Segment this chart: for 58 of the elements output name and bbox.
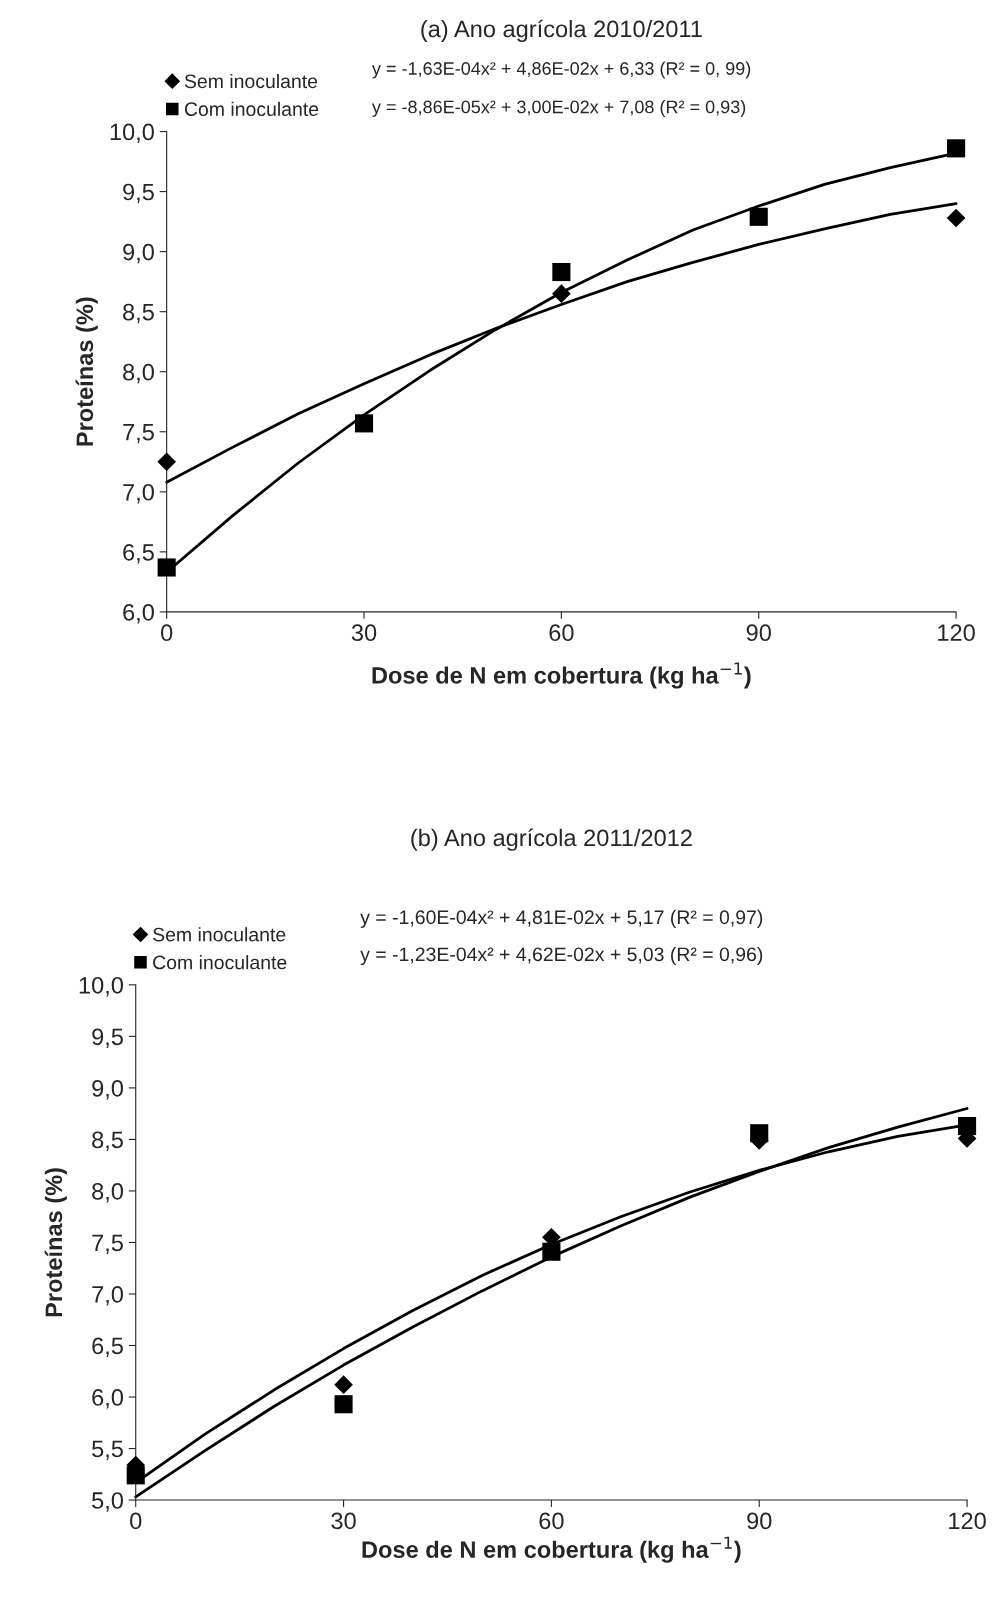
text: y = -1,23E-04x² + 4,62E-02x + 5,03 (R² = 0,96) <box>360 946 763 966</box>
y-tick-label: 5,5 <box>92 1440 123 1461</box>
x-tick-label: 90 <box>746 624 771 642</box>
y-tick-label: 6,5 <box>92 1337 123 1358</box>
y-tick-label: 6,5 <box>123 543 154 564</box>
y-tick-label: 8,5 <box>92 1131 123 1151</box>
y-tick-label: 9,0 <box>123 243 154 264</box>
point <box>958 1116 977 1136</box>
x-tick-label: 30 <box>331 1512 356 1530</box>
y-tick-label: 9,5 <box>123 183 154 204</box>
point <box>126 1466 145 1485</box>
point <box>749 207 768 226</box>
point <box>552 284 571 303</box>
point <box>552 262 571 282</box>
point <box>334 1375 353 1394</box>
text: y = -1,60E-04x² + 4,81E-02x + 5,17 (R² = 0,97) <box>360 909 763 928</box>
x-tick-label: 60 <box>539 1512 564 1530</box>
y-tick-label: 10,0 <box>79 976 123 997</box>
y-tick-label: 7,5 <box>92 1234 123 1255</box>
y-tick-label: 8,5 <box>123 303 154 324</box>
chart-title: (a) Ano agrícola 2010/2011 <box>421 19 702 42</box>
y-tick-label: 7,5 <box>123 424 154 444</box>
legend-label: Sem inoculante <box>153 927 286 942</box>
y-tick-label: 6,0 <box>92 1389 123 1409</box>
point <box>542 1242 561 1261</box>
x-tick-label: 0 <box>161 624 173 642</box>
legend-label: Com inoculante <box>153 955 287 970</box>
x-axis-title: Dose de N em cobertura (kg ha$^{−1}$) <box>362 1536 741 1563</box>
point <box>157 452 176 472</box>
chart-title: (b) Ano agrícola 2011/2012 <box>411 828 692 851</box>
x-tick-label: 30 <box>351 624 377 642</box>
point <box>334 1395 353 1414</box>
point <box>750 1124 769 1143</box>
point <box>946 208 966 228</box>
y-tick-label: 9,5 <box>92 1028 123 1048</box>
x-tick-label: 120 <box>938 624 975 642</box>
x-tick-label: 0 <box>130 1512 142 1530</box>
y-tick-label: 7,0 <box>92 1286 123 1306</box>
y-tick-label: 8,0 <box>92 1183 123 1203</box>
x-tick-label: 60 <box>549 624 574 642</box>
y-tick-label: 8,0 <box>123 363 154 384</box>
point <box>157 558 176 577</box>
text: y = -1,63E-04x² + 4,86E-02x + 6,33 (R² = 0, 99) <box>371 61 751 79</box>
text: y = -8,86E-05x² + 3,00E-02x + 7,08 (R² = 0,93) <box>371 100 746 117</box>
legend-label: Com inoculante <box>184 101 319 117</box>
point <box>947 139 966 158</box>
y-tick-label: 7,0 <box>123 483 154 504</box>
x-tick-label: 120 <box>949 1512 986 1530</box>
y-tick-label: 6,0 <box>123 603 154 624</box>
legend-label: Sem inoculante <box>184 73 318 89</box>
y-axis-title: Proteínas (%) <box>75 297 98 446</box>
y-axis-title: Proteínas (%) <box>44 1168 67 1317</box>
y-tick-label: 5,0 <box>92 1492 123 1512</box>
y-tick-label: 10,0 <box>110 123 154 144</box>
x-tick-label: 90 <box>747 1512 772 1530</box>
point <box>354 414 374 433</box>
x-axis-title: Dose de N em cobertura (kg ha$^{−1}$) <box>372 662 751 689</box>
y-tick-label: 9,0 <box>92 1079 123 1100</box>
